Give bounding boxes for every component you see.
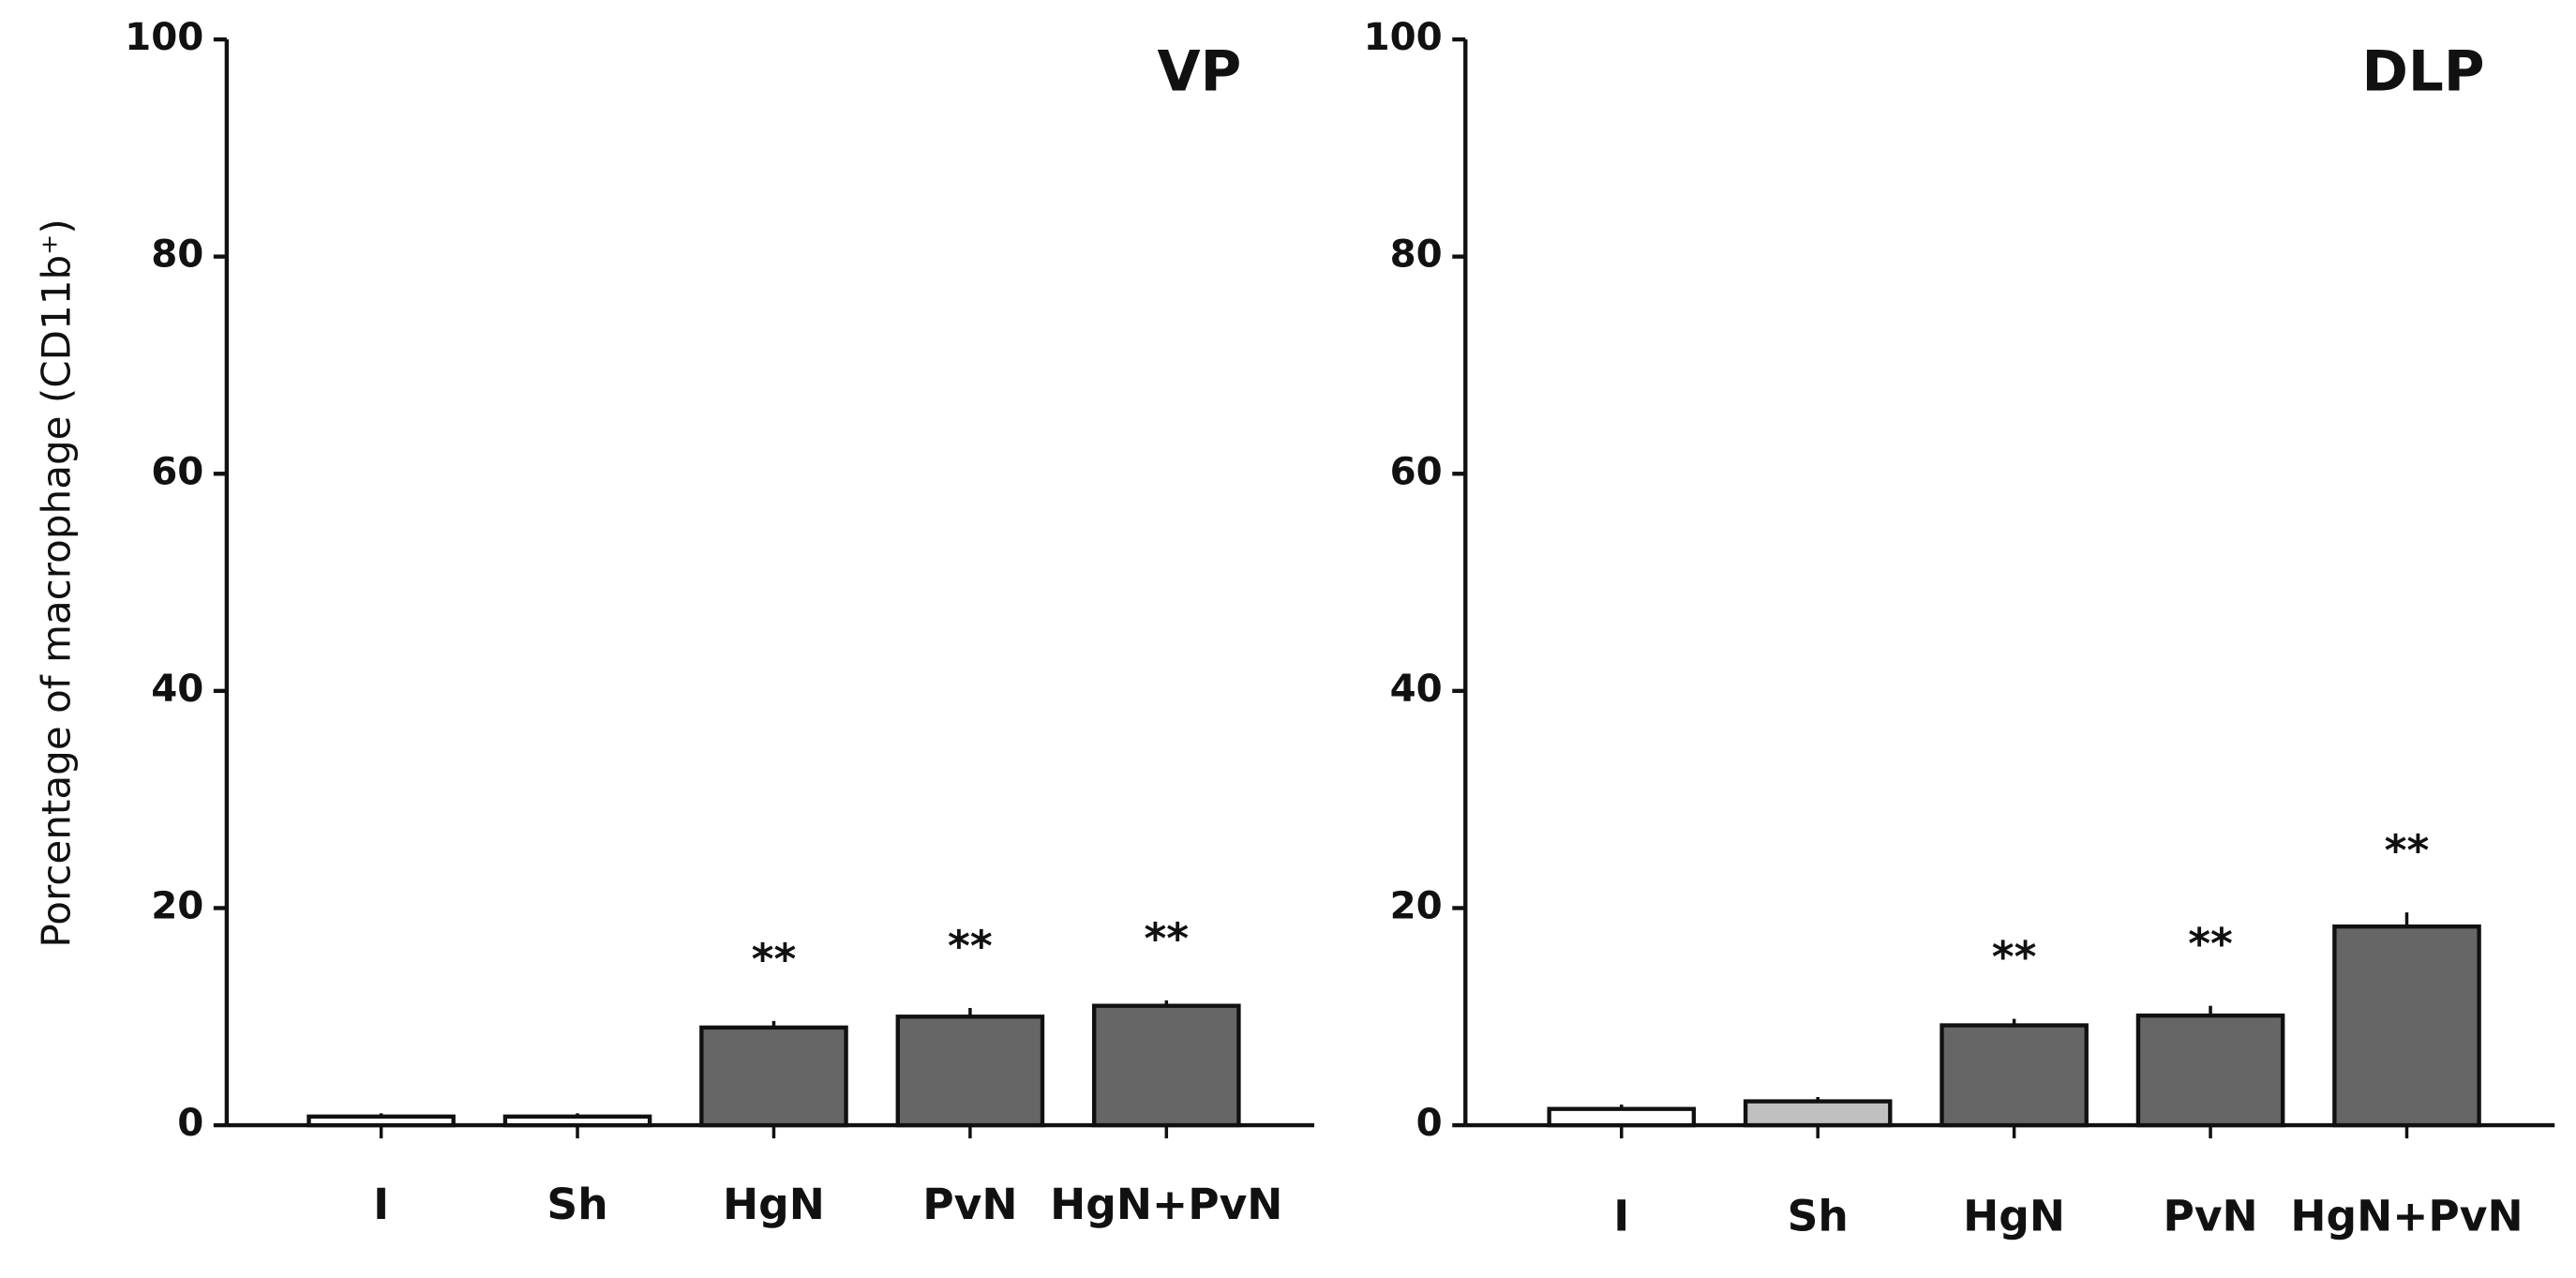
- x-tick-label: HgN+PvN: [1050, 1180, 1282, 1229]
- significance-label: **: [2385, 826, 2430, 876]
- bar: [1547, 1106, 1697, 1128]
- x-tick-label: PvN: [2163, 1191, 2257, 1240]
- y-tick-label: 20: [1390, 883, 1443, 927]
- significance-label: **: [948, 921, 993, 970]
- bar: [895, 1015, 1045, 1128]
- significance-label: **: [1144, 913, 1189, 963]
- y-tick-label: 0: [1416, 1101, 1443, 1145]
- bar: [2135, 1013, 2285, 1128]
- x-tick-label: HgN+PvN: [2290, 1191, 2523, 1240]
- y-tick-label: 20: [151, 883, 203, 927]
- y-tick-label: 40: [151, 667, 203, 711]
- y-tick-label: 60: [151, 449, 203, 493]
- x-tick-label: Sh: [1788, 1191, 1849, 1240]
- significance-label: **: [1992, 932, 2037, 982]
- y-tick-label: 100: [125, 15, 203, 59]
- y-tick-label: 80: [1390, 233, 1443, 277]
- bar: [307, 1114, 456, 1128]
- x-tick-label: I: [373, 1180, 389, 1229]
- chart-title: VP: [1157, 40, 1241, 105]
- bar: [1743, 1099, 1893, 1128]
- y-tick-label: 80: [151, 233, 203, 277]
- y-tick-label: 100: [1364, 15, 1443, 59]
- y-tick-label: 40: [1390, 667, 1443, 711]
- chart-title: DLP: [2361, 40, 2484, 105]
- y-tick-label: 60: [1390, 449, 1443, 493]
- bar: [1092, 1003, 1241, 1128]
- y-axis-label: Porcentage of macrophage (CD11b⁺): [34, 218, 80, 947]
- y-tick-label: 0: [177, 1101, 203, 1145]
- bar: [2332, 924, 2481, 1128]
- x-tick-label: I: [1613, 1191, 1629, 1240]
- bar: [502, 1114, 652, 1128]
- bar: [1939, 1023, 2089, 1128]
- x-tick-label: HgN: [723, 1180, 825, 1229]
- significance-label: **: [2188, 919, 2233, 969]
- bar: [699, 1025, 848, 1128]
- x-tick-label: PvN: [922, 1180, 1017, 1229]
- significance-label: **: [752, 934, 797, 984]
- x-tick-label: HgN: [1963, 1191, 2065, 1240]
- x-tick-label: Sh: [547, 1180, 607, 1229]
